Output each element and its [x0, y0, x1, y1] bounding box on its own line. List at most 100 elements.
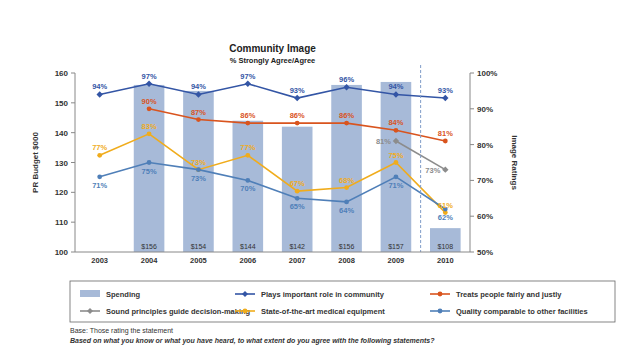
bar: [381, 82, 412, 252]
tick-label: 70%: [477, 176, 493, 185]
point-label: 81%: [438, 129, 453, 138]
legend-label: Spending: [106, 290, 141, 299]
line: [100, 163, 446, 210]
marker: [146, 81, 152, 87]
tick-label: 140: [55, 129, 69, 138]
marker: [294, 95, 300, 101]
bar: [233, 121, 264, 252]
marker: [147, 160, 152, 165]
point-label: 84%: [388, 118, 403, 127]
tick: [71, 222, 75, 223]
tick: [470, 144, 474, 145]
x-axis: [75, 252, 470, 253]
legend: Spending Plays important role in communit…: [70, 281, 615, 322]
point-label: 68%: [339, 176, 354, 185]
x-tick-label: 2008: [338, 256, 355, 265]
point-label: 73%: [191, 158, 206, 167]
bar-label: $156: [141, 243, 157, 250]
x-tick-label: 2004: [141, 256, 159, 265]
point-label: 86%: [290, 111, 305, 120]
marker: [443, 139, 448, 144]
x-tick-label: 2009: [388, 256, 405, 265]
point-label: 96%: [339, 75, 354, 84]
tick: [71, 192, 75, 193]
legend-label: Quality comparable to other facilities: [456, 307, 588, 316]
legend-swatch: [80, 290, 100, 297]
bar-label: $144: [240, 243, 256, 250]
point-label: 71%: [388, 181, 403, 190]
legend-marker: [242, 291, 248, 297]
marker: [344, 185, 349, 190]
point-label: 86%: [240, 111, 255, 120]
chart-container: Community Image % Strongly Agree/Agree $15…: [0, 0, 624, 364]
tick-label: 80%: [477, 141, 493, 150]
point-label: 94%: [191, 82, 206, 91]
marker: [394, 160, 399, 165]
legend-marker: [87, 308, 93, 314]
point-label: 70%: [240, 184, 255, 193]
legend-label: State-of-the-art medical equipment: [261, 307, 385, 316]
note: Based on what you know or what you have …: [70, 337, 435, 345]
marks: [96, 81, 460, 252]
marker: [147, 131, 152, 136]
point-label: 75%: [142, 167, 157, 176]
marker: [97, 153, 102, 158]
legend-box: [70, 281, 615, 322]
bar-label: $154: [191, 243, 207, 250]
title: Community Image: [229, 43, 316, 54]
note: Base: Those rating the statement: [70, 327, 173, 335]
marker: [394, 174, 399, 179]
marker: [442, 166, 448, 172]
tick-label: 50%: [477, 248, 493, 257]
legend-label: Treats people fairly and justly: [456, 290, 562, 299]
marker: [344, 199, 349, 204]
point-label: 83%: [142, 122, 157, 131]
marker: [245, 153, 250, 158]
point-label: 73%: [191, 174, 206, 183]
marker: [196, 117, 201, 122]
bar: [134, 85, 165, 252]
tick: [470, 73, 474, 74]
point-label: 77%: [92, 143, 107, 152]
point-label: 94%: [388, 82, 403, 91]
marker: [295, 196, 300, 201]
tick: [71, 102, 75, 103]
marker: [344, 121, 349, 126]
tick-label: 150: [55, 99, 69, 108]
point-label: 61%: [438, 201, 453, 210]
bar: [282, 127, 313, 252]
point-label: 75%: [388, 151, 403, 160]
marker: [343, 84, 349, 90]
marker: [393, 138, 399, 144]
marker: [295, 189, 300, 194]
marker: [394, 128, 399, 133]
tick-label: 100%: [477, 69, 497, 78]
marker: [147, 106, 152, 111]
subtitle: % Strongly Agree/Agree: [230, 56, 316, 65]
legend-marker: [438, 292, 443, 297]
tick-label: 130: [55, 159, 69, 168]
tick: [71, 132, 75, 133]
tick: [71, 162, 75, 163]
bar-label: $157: [388, 243, 404, 250]
tick-label: 110: [55, 218, 68, 227]
tick-label: 120: [55, 188, 69, 197]
marker: [245, 81, 251, 87]
bar-label: $108: [438, 243, 454, 250]
bar: [430, 228, 461, 252]
x-tick-label: 2007: [289, 256, 306, 265]
bar-label: $156: [339, 243, 355, 250]
legend-label: Plays important role in community: [261, 290, 385, 299]
point-label: 94%: [92, 82, 107, 91]
divider: [420, 65, 421, 252]
point-label: 87%: [191, 108, 206, 117]
marker: [195, 91, 201, 97]
x-tick-label: 2005: [190, 256, 207, 265]
point-label: 73%: [425, 166, 440, 175]
marker: [393, 91, 399, 97]
point-label: 81%: [376, 137, 391, 146]
point-label: 86%: [339, 111, 354, 120]
tick: [71, 73, 75, 74]
legend-marker: [243, 309, 248, 314]
point-label: 77%: [240, 143, 255, 152]
